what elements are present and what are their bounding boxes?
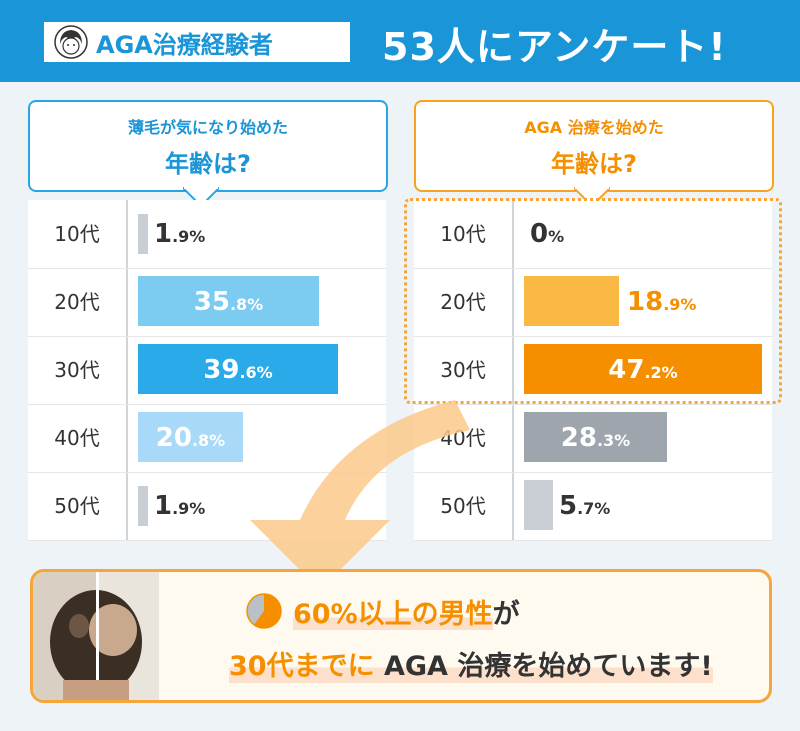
- header-badge-text: AGA治療経験者: [96, 30, 273, 59]
- summary-line1: 60%以上の男性が: [293, 592, 520, 631]
- bar-value-label: 0%: [530, 219, 565, 249]
- right-chart-title-bubble: AGA 治療を始めた 年齢は?: [414, 100, 774, 192]
- axis-line: [126, 200, 128, 540]
- bar-value-label: 28.3%: [560, 423, 631, 453]
- header-title: 53人にアンケート!: [382, 25, 727, 69]
- summary-line1-tail: が: [492, 599, 520, 630]
- chart-row: 40代 20.8%: [28, 404, 386, 473]
- chart-row: 40代 28.3%: [414, 404, 772, 473]
- hair-comparison-photo: [33, 572, 159, 700]
- chart-row: 30代 39.6%: [28, 336, 386, 405]
- bar-value-label: 20.8%: [155, 423, 226, 453]
- right-title-line1: AGA 治療を始めた: [524, 118, 664, 137]
- bar-value-label: 5.7%: [559, 491, 611, 521]
- chart-row: 30代 47.2%: [414, 336, 772, 405]
- summary-line2: 30代までに AGA 治療を始めています!: [229, 644, 713, 683]
- bar-value-label: 47.2%: [608, 355, 678, 385]
- category-label: 50代: [440, 494, 486, 518]
- category-label: 40代: [54, 426, 100, 450]
- bar: [524, 276, 619, 326]
- category-label: 50代: [54, 494, 100, 518]
- category-label: 20代: [54, 290, 100, 314]
- left-title-line2: 年齢は?: [165, 150, 251, 178]
- bar: [138, 486, 148, 526]
- pie-60-percent-icon: [246, 593, 282, 629]
- category-label: 10代: [440, 222, 486, 246]
- axis-line: [512, 200, 514, 540]
- bar-value-label: 1.9%: [154, 491, 206, 521]
- category-label: 30代: [440, 358, 486, 382]
- right-bubble-tail: [574, 186, 610, 208]
- right-title-line2: 年齢は?: [551, 150, 637, 178]
- bar: [138, 344, 338, 394]
- chart-row: 10代 0%: [414, 200, 772, 269]
- bar-value-label: 18.9%: [627, 287, 697, 317]
- bar: [524, 412, 667, 462]
- right-bar-chart: 10代 0% 20代 18.9% 30代 47.2% 40代 28.3% 50代 5.7%: [414, 200, 772, 541]
- bar-value-label: 1.9%: [154, 219, 206, 249]
- left-bubble-tail: [183, 186, 219, 208]
- bar: [138, 412, 243, 462]
- bar: [524, 480, 553, 530]
- chart-row: 50代 1.9%: [28, 472, 386, 541]
- bald-man-icon: [54, 25, 88, 59]
- category-label: 10代: [54, 222, 100, 246]
- category-label: 30代: [54, 358, 100, 382]
- chart-row: 20代 18.9%: [414, 268, 772, 337]
- bar: [524, 344, 762, 394]
- bar: [138, 214, 148, 254]
- summary-panel: 60%以上の男性が 30代までに AGA 治療を始めています!: [30, 569, 772, 703]
- chart-row: 10代 1.9%: [28, 200, 386, 269]
- left-bar-chart: 10代 1.9% 20代 35.8% 30代 39.6% 40代 20.8% 50代 1.9%: [28, 200, 386, 541]
- chart-row: 20代 35.8%: [28, 268, 386, 337]
- category-label: 40代: [440, 426, 486, 450]
- bar: [138, 276, 319, 326]
- bar-value-label: 35.8%: [193, 287, 264, 317]
- summary-line2-prefix: 30代までに: [229, 651, 375, 682]
- summary-highlight: 60%以上の男性: [293, 599, 493, 630]
- bar-value-label: 39.6%: [203, 355, 273, 385]
- left-title-line1: 薄毛が気になり始めた: [127, 118, 288, 137]
- category-label: 20代: [440, 290, 486, 314]
- left-chart-title-bubble: 薄毛が気になり始めた 年齢は?: [28, 100, 388, 192]
- header-badge: AGA治療経験者: [44, 22, 350, 62]
- chart-row: 50代 5.7%: [414, 472, 772, 541]
- summary-line2-rest: AGA 治療を始めています!: [383, 651, 713, 682]
- header-bar: AGA治療経験者 53人にアンケート!: [0, 0, 800, 82]
- highlight-dotted-box: [404, 198, 782, 404]
